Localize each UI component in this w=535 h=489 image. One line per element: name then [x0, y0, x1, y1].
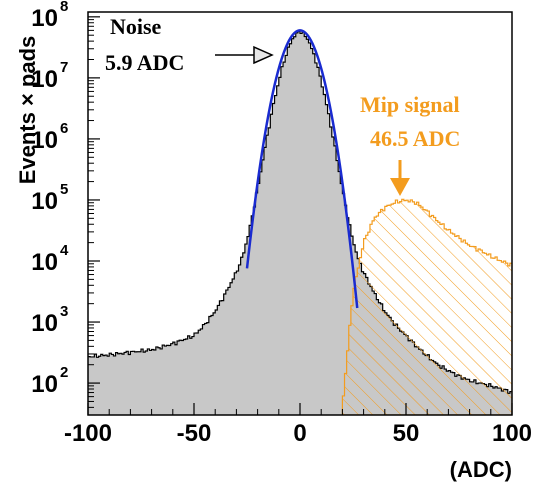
mip-annotation-value: 46.5 ADC [370, 126, 460, 151]
gaussian-fit-line [245, 29, 359, 309]
noise-annotation-value: 5.9 ADC [105, 50, 184, 75]
y-tick-label: 10 [31, 127, 58, 154]
y-tick-exponent: 2 [60, 364, 68, 381]
y-tick-label: 10 [31, 249, 58, 276]
y-tick-label: 10 [31, 5, 58, 32]
y-tick-label: 10 [31, 371, 58, 398]
mip-histogram-line [341, 198, 512, 415]
noise-arrow [215, 45, 274, 65]
x-axis-title: (ADC) [450, 457, 512, 482]
y-tick-label: 10 [31, 188, 58, 215]
y-tick-exponent: 4 [60, 242, 69, 259]
y-tick-exponent: 8 [60, 0, 68, 15]
y-tick-exponent: 6 [60, 120, 68, 137]
x-tick-label: -50 [177, 420, 212, 447]
x-tick-label: 0 [293, 420, 306, 447]
y-tick-exponent: 7 [60, 59, 68, 76]
mip-histogram-fill [342, 199, 512, 415]
x-tick-label: 100 [492, 420, 532, 447]
x-tick-label: 50 [393, 420, 420, 447]
noise-annotation-label: Noise [110, 14, 162, 39]
y-tick-exponent: 3 [60, 303, 68, 320]
mip-arrow [390, 160, 410, 196]
mip-annotation-label: Mip signal [360, 92, 460, 117]
x-tick-label: -100 [64, 420, 112, 447]
mip-arrowhead [390, 178, 410, 196]
y-tick-label: 10 [31, 310, 58, 337]
noise-arrowhead [253, 45, 274, 65]
y-tick-label: 10 [31, 66, 58, 93]
y-axis-title: Events × pads [15, 36, 40, 185]
y-tick-exponent: 5 [60, 181, 68, 198]
noise-histogram-fill [88, 31, 512, 415]
